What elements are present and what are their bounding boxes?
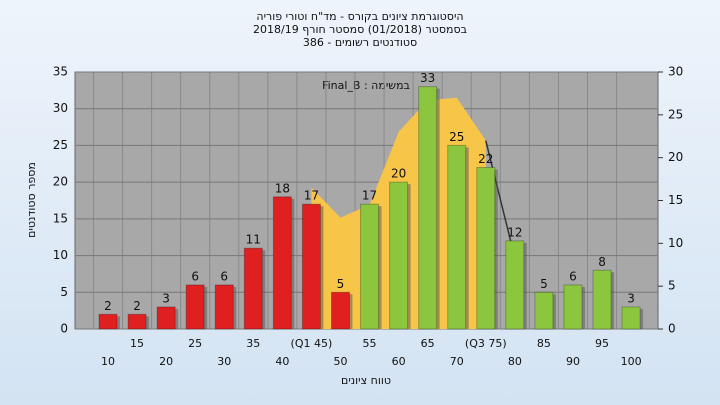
data-label: 2 xyxy=(104,299,112,313)
bar xyxy=(127,313,147,330)
data-label: 6 xyxy=(191,269,199,283)
chart-subtitle: בסמסטר (01/2018) סמסטר חורף 2018/19 xyxy=(253,23,467,36)
bar xyxy=(534,291,554,330)
data-label: 17 xyxy=(304,189,319,203)
bar xyxy=(330,291,350,330)
data-label: 33 xyxy=(420,71,435,85)
x-tick-label: 55 xyxy=(363,337,377,350)
x-tick-label: 100 xyxy=(621,355,642,368)
bar xyxy=(418,86,438,330)
data-label: 8 xyxy=(598,255,606,269)
y-tick-label: 35 xyxy=(53,65,68,79)
y-tick-label: 15 xyxy=(53,211,68,225)
y-tick-label: 5 xyxy=(60,285,68,299)
y2-tick-label: 10 xyxy=(668,236,683,250)
bar xyxy=(185,284,205,330)
x-tick-label: 65 xyxy=(421,337,435,350)
data-label: 17 xyxy=(362,189,377,203)
x-tick-label: 60 xyxy=(392,355,406,368)
bar xyxy=(563,284,583,330)
x-tick-label: 15 xyxy=(130,337,144,350)
y-tick-label: 30 xyxy=(53,101,68,115)
bar xyxy=(476,166,496,330)
x-tick-label: 85 xyxy=(537,337,551,350)
data-label: 2 xyxy=(133,299,141,313)
y2-tick-label: 15 xyxy=(668,193,683,207)
x-tick-label: 95 xyxy=(595,337,609,350)
chart-subtitle: סטודנטים רשומים - 386 xyxy=(303,36,417,49)
data-label: 20 xyxy=(391,167,406,181)
bar xyxy=(360,203,380,330)
y2-tick-label: 5 xyxy=(668,279,676,293)
bar xyxy=(214,284,234,330)
x-tick-label: (Q3 75) xyxy=(465,337,507,350)
x-tick-label: 90 xyxy=(566,355,580,368)
y-tick-label: 20 xyxy=(53,175,68,189)
bar xyxy=(156,306,176,330)
x-tick-label: 50 xyxy=(333,355,347,368)
bar xyxy=(301,203,321,330)
y2-tick-label: 30 xyxy=(668,65,683,79)
y2-tick-label: 20 xyxy=(668,150,683,164)
line xyxy=(485,140,516,259)
x-tick-label: 70 xyxy=(450,355,464,368)
data-label: 6 xyxy=(569,269,577,283)
y-tick-label: 10 xyxy=(53,248,68,262)
bar xyxy=(272,196,292,330)
y-axis-title: מספר סטודנטים xyxy=(25,162,38,238)
data-label: 22 xyxy=(478,152,493,166)
x-axis-title: טווח ציונים xyxy=(341,374,391,387)
annotation: Final_B : במשימה xyxy=(322,79,410,92)
data-label: 12 xyxy=(507,225,522,239)
x-tick-label: 25 xyxy=(188,337,202,350)
bar xyxy=(505,240,525,330)
y2-tick-label: 25 xyxy=(668,107,683,121)
data-label: 3 xyxy=(162,291,170,305)
x-tick-label: 10 xyxy=(101,355,115,368)
bar xyxy=(243,247,263,330)
bar xyxy=(98,313,118,330)
bar xyxy=(592,269,612,330)
data-label: 3 xyxy=(627,291,635,305)
x-tick-label: 40 xyxy=(275,355,289,368)
data-label: 5 xyxy=(540,277,548,291)
data-label: 5 xyxy=(337,277,345,291)
x-tick-label: 35 xyxy=(246,337,260,350)
data-label: 18 xyxy=(275,181,290,195)
y-tick-label: 0 xyxy=(60,322,68,336)
x-tick-label: 80 xyxy=(508,355,522,368)
data-label: 25 xyxy=(449,130,464,144)
x-tick-label: (Q1 45) xyxy=(291,337,333,350)
y-tick-label: 25 xyxy=(53,138,68,152)
bar xyxy=(447,144,467,330)
data-label: 6 xyxy=(220,269,228,283)
bar xyxy=(621,306,641,330)
data-label: 11 xyxy=(246,233,261,247)
x-tick-label: 20 xyxy=(159,355,173,368)
chart-title: היסטוגרמת ציונים בקורס - מד"ח וטורי פורי… xyxy=(256,10,463,23)
x-tick-label: 30 xyxy=(217,355,231,368)
y2-tick-label: 0 xyxy=(668,322,676,336)
bar xyxy=(389,181,409,330)
